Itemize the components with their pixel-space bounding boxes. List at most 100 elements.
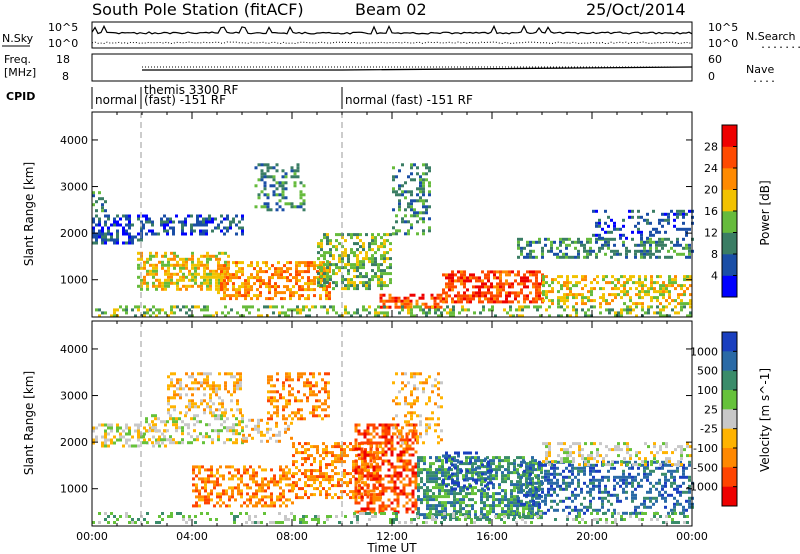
echo-cell [292, 484, 295, 488]
echo-cell [169, 441, 172, 445]
echo-cell [192, 489, 195, 493]
echo-cell [275, 163, 279, 167]
echo-cell [218, 275, 221, 279]
echo-cell [534, 459, 537, 463]
echo-cell [235, 441, 238, 445]
echo-cell [490, 294, 493, 298]
echo-cell [390, 450, 394, 454]
echo-cell [435, 474, 438, 478]
echo-cell [154, 414, 157, 418]
echo-cell [197, 260, 200, 264]
echo-cell [299, 205, 303, 209]
echo-cell [379, 451, 382, 455]
echo-cell [327, 396, 330, 400]
echo-cell [531, 498, 534, 502]
echo-cell [226, 288, 229, 292]
echo-cell [408, 480, 412, 484]
echo-cell [472, 297, 475, 301]
echo-cell [655, 496, 658, 500]
echo-cell [468, 486, 471, 490]
echo-cell [525, 480, 528, 484]
echo-cell [529, 273, 532, 277]
echo-cell [649, 496, 652, 500]
echo-cell [325, 463, 328, 467]
echo-cell [613, 227, 616, 231]
echo-cell [309, 384, 312, 388]
echo-cell [113, 441, 116, 445]
echo-cell [556, 252, 559, 256]
echo-cell [504, 480, 507, 484]
echo-cell [441, 504, 444, 508]
echo-cell [619, 475, 622, 479]
echo-cell [438, 465, 441, 469]
echo-cell [204, 477, 207, 481]
echo-cell [256, 276, 259, 280]
echo-cell [377, 248, 380, 252]
echo-cell [206, 272, 209, 276]
echo-cell [134, 423, 137, 427]
echo-cell [288, 402, 291, 406]
echo-cell [376, 454, 379, 458]
echo-cell [110, 223, 113, 227]
echo-cell [296, 305, 299, 309]
echo-cell [481, 300, 484, 304]
echo-cell [158, 308, 161, 312]
echo-cell [190, 441, 193, 445]
echo-cell [559, 243, 562, 247]
echo-cell [396, 495, 400, 499]
echo-cell [167, 257, 170, 261]
echo-cell [437, 372, 440, 376]
echo-cell [167, 272, 170, 276]
echo-cell [350, 251, 353, 255]
echo-cell [233, 384, 236, 388]
echo-cell [326, 269, 329, 273]
echo-cell [447, 489, 450, 493]
echo-cell [499, 273, 502, 277]
echo-cell [646, 505, 649, 509]
echo-cell [619, 233, 622, 237]
echo-cell [225, 489, 228, 493]
echo-cell [216, 492, 219, 496]
echo-cell [297, 390, 300, 394]
echo-cell [450, 459, 453, 463]
echo-cell [194, 278, 197, 282]
echo-cell [626, 281, 629, 285]
echo-cell [372, 498, 376, 502]
echo-cell [353, 284, 356, 288]
echo-cell [416, 414, 419, 418]
echo-cell [317, 272, 320, 276]
echo-cell [435, 504, 438, 508]
echo-cell [210, 468, 213, 472]
echo-cell [547, 481, 550, 485]
echo-cell [451, 288, 454, 292]
echo-cell [281, 305, 284, 309]
echo-cell [415, 302, 419, 306]
echo-cell [267, 399, 270, 403]
echo-cell [676, 240, 679, 244]
echo-cell [217, 226, 220, 230]
echo-cell [252, 477, 255, 481]
echo-cell [166, 217, 169, 221]
echo-cell [116, 438, 119, 442]
echo-cell [422, 441, 425, 445]
echo-cell [228, 495, 231, 499]
echo-cell [275, 187, 279, 191]
echo-cell [662, 296, 665, 300]
cpid-label: CPID [6, 90, 35, 103]
echo-cell [161, 284, 164, 288]
station-title: South Pole Station (fitACF) [92, 0, 304, 19]
echo-cell [228, 504, 231, 508]
echo-cell [322, 487, 325, 491]
echo-cell [520, 475, 523, 479]
echo-cell [508, 273, 511, 277]
echo-cell [513, 465, 516, 469]
echo-cell [224, 387, 227, 391]
echo-cell [386, 251, 389, 255]
echo-cell [363, 468, 367, 472]
echo-cell [265, 282, 268, 286]
echo-cell [583, 472, 586, 476]
echo-cell [496, 288, 499, 292]
echo-cell [577, 252, 580, 256]
echo-cell [264, 501, 267, 505]
echo-cell [405, 447, 409, 451]
